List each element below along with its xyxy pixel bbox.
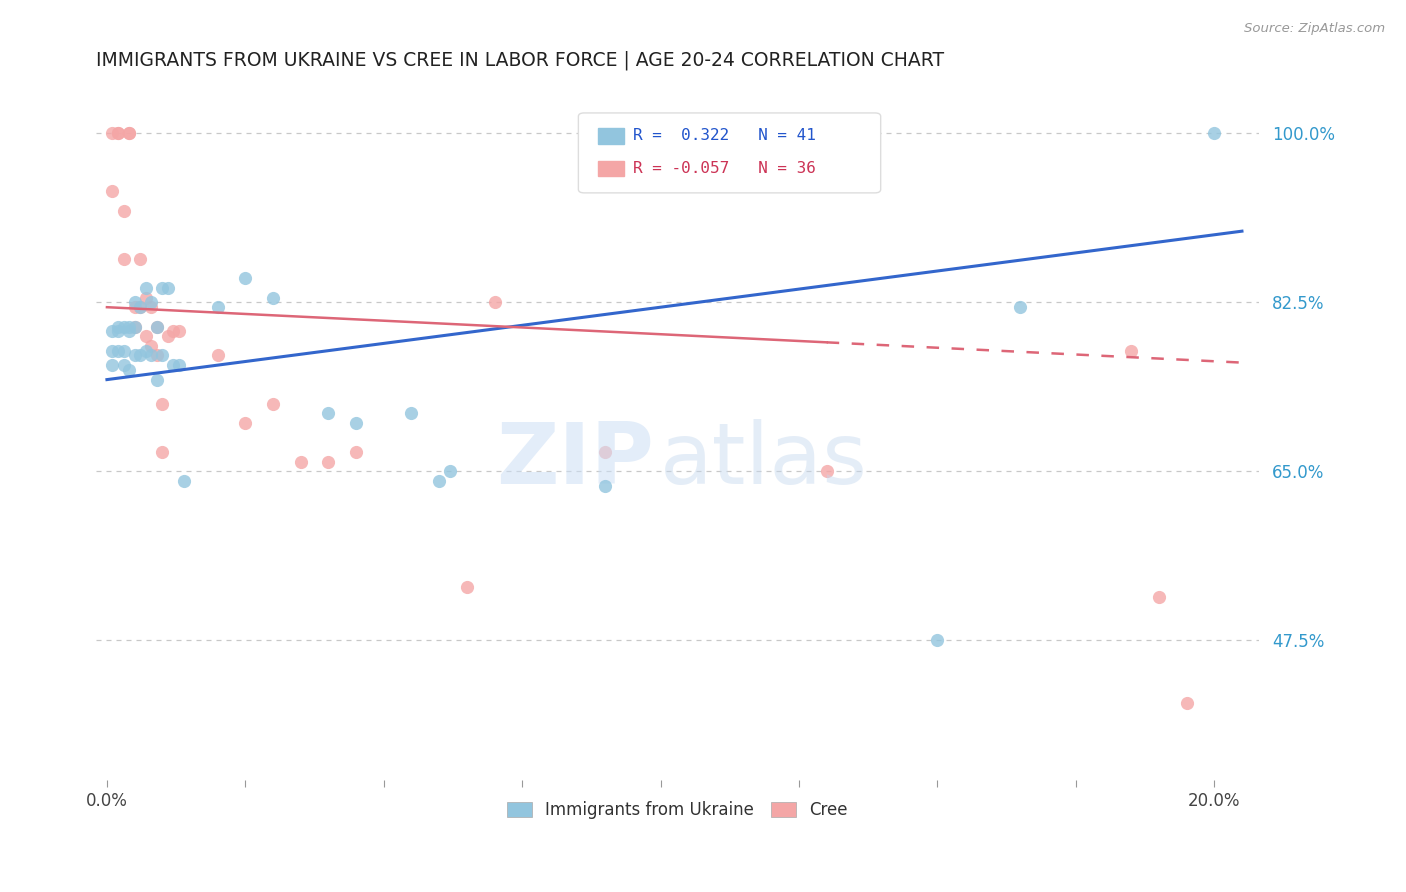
Point — [262, 397, 284, 411]
Point — [927, 633, 949, 648]
Point — [484, 295, 506, 310]
Point — [112, 319, 135, 334]
Text: R =  0.322   N = 41: R = 0.322 N = 41 — [633, 128, 815, 144]
Point — [150, 397, 173, 411]
Point — [401, 406, 423, 420]
Text: IMMIGRANTS FROM UKRAINE VS CREE IN LABOR FORCE | AGE 20-24 CORRELATION CHART: IMMIGRANTS FROM UKRAINE VS CREE IN LABOR… — [96, 51, 943, 70]
Point — [107, 324, 129, 338]
Point — [815, 464, 838, 478]
Point — [135, 291, 157, 305]
Point — [145, 373, 167, 387]
Point — [150, 349, 173, 363]
Point — [1175, 696, 1198, 710]
Point — [124, 319, 146, 334]
Point — [318, 455, 340, 469]
Point — [129, 300, 152, 314]
Text: ZIP: ZIP — [496, 419, 654, 502]
Point — [124, 319, 146, 334]
Point — [129, 300, 152, 314]
Point — [118, 127, 141, 141]
Point — [262, 291, 284, 305]
Point — [124, 349, 146, 363]
Text: R = -0.057   N = 36: R = -0.057 N = 36 — [633, 161, 815, 176]
Point — [112, 203, 135, 218]
Point — [344, 445, 367, 459]
Point — [107, 343, 129, 358]
Point — [156, 281, 179, 295]
Point — [150, 281, 173, 295]
Point — [101, 184, 124, 198]
Text: Source: ZipAtlas.com: Source: ZipAtlas.com — [1244, 22, 1385, 36]
Point — [167, 358, 190, 372]
Point — [124, 300, 146, 314]
Point — [118, 127, 141, 141]
Point — [129, 349, 152, 363]
FancyBboxPatch shape — [578, 113, 880, 193]
Point — [107, 319, 129, 334]
Point — [318, 406, 340, 420]
Point — [167, 324, 190, 338]
Point — [145, 349, 167, 363]
Point — [427, 474, 450, 488]
Point — [150, 445, 173, 459]
Point — [145, 319, 167, 334]
Point — [107, 127, 129, 141]
Point — [112, 358, 135, 372]
Point — [1121, 343, 1143, 358]
Point — [101, 324, 124, 338]
Point — [141, 300, 163, 314]
Point — [135, 329, 157, 343]
Point — [162, 324, 184, 338]
Point — [593, 479, 616, 493]
Point — [456, 580, 478, 594]
Point — [156, 329, 179, 343]
Point — [141, 339, 163, 353]
Point — [129, 252, 152, 266]
FancyBboxPatch shape — [598, 128, 624, 144]
Point — [173, 474, 195, 488]
Point — [101, 127, 124, 141]
Point — [112, 252, 135, 266]
Point — [135, 343, 157, 358]
FancyBboxPatch shape — [598, 161, 624, 177]
Point — [135, 281, 157, 295]
Text: atlas: atlas — [659, 419, 868, 502]
Point — [593, 445, 616, 459]
Point — [101, 343, 124, 358]
Point — [112, 343, 135, 358]
Point — [141, 349, 163, 363]
Point — [145, 319, 167, 334]
Point — [235, 271, 257, 285]
Point — [107, 127, 129, 141]
Point — [162, 358, 184, 372]
Point — [124, 295, 146, 310]
Point — [344, 416, 367, 430]
Point — [290, 455, 312, 469]
Point — [235, 416, 257, 430]
Point — [439, 464, 461, 478]
Point — [1010, 300, 1032, 314]
Point — [207, 349, 229, 363]
Legend: Immigrants from Ukraine, Cree: Immigrants from Ukraine, Cree — [502, 796, 852, 824]
Point — [101, 358, 124, 372]
Point — [118, 324, 141, 338]
Point — [207, 300, 229, 314]
Point — [118, 319, 141, 334]
Point — [141, 295, 163, 310]
Point — [118, 363, 141, 377]
Point — [1204, 127, 1226, 141]
Point — [1147, 590, 1170, 604]
